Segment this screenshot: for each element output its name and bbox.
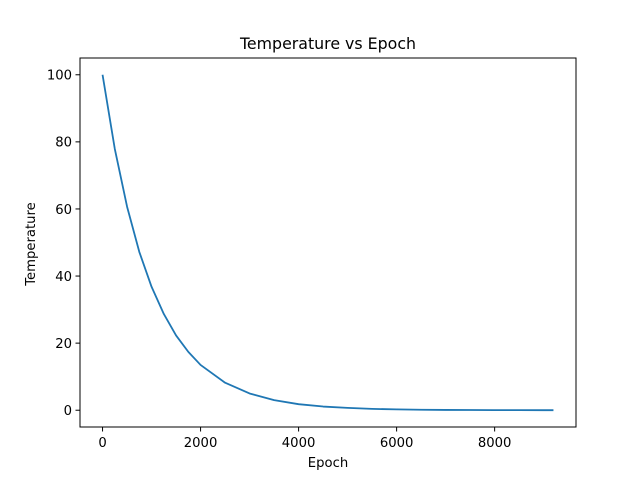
- y-axis-label: Temperature: [24, 202, 39, 287]
- x-tick-label: 4000: [282, 436, 316, 451]
- y-tick-label: 80: [55, 136, 72, 151]
- y-tick-label: 60: [55, 203, 72, 218]
- plot-frame: [79, 57, 577, 428]
- plot-area: 0 2000 4000 6000 8000 0 20 40 60 80 100: [47, 57, 577, 451]
- y-tick-label: 20: [55, 337, 72, 352]
- x-tick-label: 8000: [478, 436, 512, 451]
- x-axis-label: Epoch: [308, 456, 348, 471]
- y-tick-label: 100: [47, 69, 72, 84]
- y-tick-label: 40: [55, 270, 72, 285]
- series-line-0: [101, 74, 554, 412]
- chart-title: Temperature vs Epoch: [239, 34, 416, 53]
- x-tick-label: 0: [98, 436, 106, 451]
- y-tick-label: 0: [64, 404, 72, 419]
- x-tick-label: 6000: [380, 436, 414, 451]
- x-tick-label: 2000: [184, 436, 218, 451]
